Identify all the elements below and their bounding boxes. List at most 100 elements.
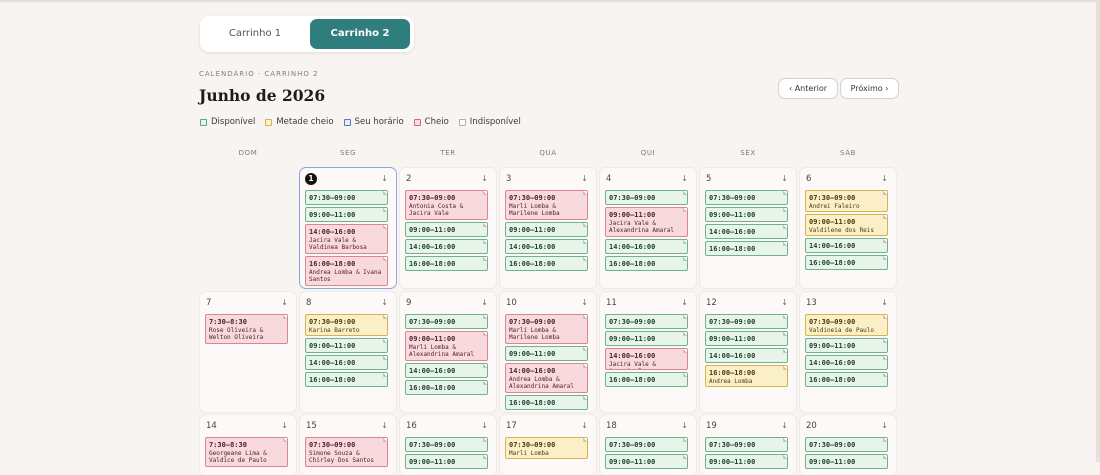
- time-slot[interactable]: 07:30–09:00: [805, 437, 888, 452]
- day-cell[interactable]: 20 ↓ 07:30–09:00 09:00–11:00: [800, 415, 896, 475]
- time-slot[interactable]: 09:00–11:00 Marli Lomba & Alexandrina Ama…: [405, 331, 488, 361]
- day-cell[interactable]: 14 ↓ 7:30–8:30 Georgeane Lima & Valdice de …: [200, 415, 296, 475]
- time-slot[interactable]: 16:00–18:00: [505, 256, 588, 271]
- time-slot[interactable]: 16:00–18:00: [705, 241, 788, 256]
- time-slot[interactable]: 07:30–09:00: [405, 314, 488, 329]
- day-cell[interactable]: 1 ↓ 07:30–09:00 09:00–11:00 14:00–16:00 Jacir…: [300, 168, 396, 288]
- time-slot[interactable]: 09:00–11:00: [605, 331, 688, 346]
- day-cell[interactable]: 15 ↓ 07:30–09:00 Simone Souza & Chirley Dos…: [300, 415, 396, 475]
- time-slot[interactable]: 07:30–09:00 Antonia Costa & Jacira Vale: [405, 190, 488, 220]
- download-icon[interactable]: ↓: [581, 298, 588, 307]
- time-slot[interactable]: 07:30–09:00: [605, 314, 688, 329]
- time-slot[interactable]: 09:00–11:00: [705, 331, 788, 346]
- day-cell[interactable]: 6 ↓ 07:30–09:00 Andrei Faleiro 09:00–11:00 Va…: [800, 168, 896, 288]
- time-slot[interactable]: 07:30–09:00: [605, 190, 688, 205]
- download-icon[interactable]: ↓: [481, 298, 488, 307]
- day-cell[interactable]: 12 ↓ 07:30–09:00 09:00–11:00 14:00–16:00 16:0…: [700, 292, 796, 412]
- day-cell[interactable]: 10 ↓ 07:30–09:00 Marli Lomba & Marilene Lom…: [500, 292, 596, 412]
- time-slot[interactable]: 07:30–09:00: [705, 190, 788, 205]
- time-slot[interactable]: 16:00–18:00 Andrea Lomba & Ivana Santos: [305, 256, 388, 286]
- download-icon[interactable]: ↓: [281, 298, 288, 307]
- time-slot[interactable]: 09:00–11:00: [305, 338, 388, 353]
- day-cell[interactable]: 8 ↓ 07:30–09:00 Karina Barreto 09:00–11:00 14…: [300, 292, 396, 412]
- previous-month-button[interactable]: ‹ Anterior: [778, 78, 838, 99]
- time-slot[interactable]: 14:00–16:00: [805, 355, 888, 370]
- time-slot[interactable]: 7:30–8:30 Georgeane Lima & Valdice de Pau…: [205, 437, 288, 467]
- download-icon[interactable]: ↓: [881, 421, 888, 430]
- time-slot[interactable]: 07:30–09:00: [705, 314, 788, 329]
- time-slot[interactable]: 09:00–11:00: [805, 338, 888, 353]
- download-icon[interactable]: ↓: [481, 421, 488, 430]
- time-slot[interactable]: 07:30–09:00 Simone Souza & Chirley Dos Sa…: [305, 437, 388, 467]
- download-icon[interactable]: ↓: [481, 174, 488, 183]
- time-slot[interactable]: 14:00–16:00 Andrea Lomba & Alexandrina Am…: [505, 363, 588, 393]
- time-slot[interactable]: 09:00–11:00: [705, 207, 788, 222]
- time-slot[interactable]: 09:00–11:00: [505, 346, 588, 361]
- time-slot[interactable]: 14:00–16:00 Jacira Vale & Valdinea Barbos…: [305, 224, 388, 254]
- time-slot[interactable]: 14:00–16:00: [605, 239, 688, 254]
- scrollbar[interactable]: [1096, 0, 1100, 462]
- time-slot[interactable]: 07:30–09:00 Marli Lomba & Marilene Lomba: [505, 190, 588, 220]
- time-slot[interactable]: 09:00–11:00 Jacira Vale & Alexandrina Ama…: [605, 207, 688, 237]
- time-slot[interactable]: 07:30–09:00 Marli Lomba & Marilene Lomba: [505, 314, 588, 344]
- time-slot[interactable]: 16:00–18:00 Andrea Lomba: [705, 365, 788, 387]
- time-slot[interactable]: 09:00–11:00: [305, 207, 388, 222]
- time-slot[interactable]: 16:00–18:00: [805, 372, 888, 387]
- time-slot[interactable]: 07:30–09:00 Andrei Faleiro: [805, 190, 888, 212]
- day-cell[interactable]: 2 ↓ 07:30–09:00 Antonia Costa & Jacira Vale…: [400, 168, 496, 288]
- time-slot[interactable]: 09:00–11:00: [405, 222, 488, 237]
- time-slot[interactable]: 07:30–09:00: [305, 190, 388, 205]
- time-slot[interactable]: 07:30–09:00: [605, 437, 688, 452]
- time-slot[interactable]: 07:30–09:00 Marli Lomba: [505, 437, 588, 459]
- time-slot[interactable]: 16:00–18:00: [305, 372, 388, 387]
- time-slot[interactable]: 09:00–11:00 Valdilene dos Reis: [805, 214, 888, 236]
- day-cell[interactable]: 18 ↓ 07:30–09:00 09:00–11:00: [600, 415, 696, 475]
- download-icon[interactable]: ↓: [781, 298, 788, 307]
- next-month-button[interactable]: Próximo ›: [840, 78, 899, 99]
- download-icon[interactable]: ↓: [681, 174, 688, 183]
- download-icon[interactable]: ↓: [381, 298, 388, 307]
- tab-carrinho-1[interactable]: Carrinho 1: [228, 28, 282, 39]
- time-slot[interactable]: 16:00–18:00: [805, 255, 888, 270]
- day-cell[interactable]: 3 ↓ 07:30–09:00 Marli Lomba & Marilene Lomb…: [500, 168, 596, 288]
- download-icon[interactable]: ↓: [281, 421, 288, 430]
- download-icon[interactable]: ↓: [781, 174, 788, 183]
- time-slot[interactable]: 07:30–09:00: [705, 437, 788, 452]
- time-slot[interactable]: 07:30–09:00: [405, 437, 488, 452]
- download-icon[interactable]: ↓: [381, 421, 388, 430]
- time-slot[interactable]: 14:00–16:00: [405, 363, 488, 378]
- download-icon[interactable]: ↓: [581, 174, 588, 183]
- time-slot[interactable]: 16:00–18:00: [405, 256, 488, 271]
- time-slot[interactable]: 07:30–09:00 Karina Barreto: [305, 314, 388, 336]
- time-slot[interactable]: 14:00–16:00: [405, 239, 488, 254]
- day-cell[interactable]: 9 ↓ 07:30–09:00 09:00–11:00 Marli Lomba & Al…: [400, 292, 496, 412]
- day-cell[interactable]: 7 ↓ 7:30–8:30 Rose Oliveira & Welton Olivei…: [200, 292, 296, 412]
- day-cell[interactable]: 4 ↓ 07:30–09:00 09:00–11:00 Jacira Vale & Al…: [600, 168, 696, 288]
- time-slot[interactable]: 14:00–16:00: [705, 224, 788, 239]
- day-cell[interactable]: 11 ↓ 07:30–09:00 09:00–11:00 14:00–16:00 Jaci…: [600, 292, 696, 412]
- download-icon[interactable]: ↓: [681, 421, 688, 430]
- download-icon[interactable]: ↓: [581, 421, 588, 430]
- time-slot[interactable]: 14:00–16:00: [505, 239, 588, 254]
- download-icon[interactable]: ↓: [881, 298, 888, 307]
- day-cell[interactable]: 16 ↓ 07:30–09:00 09:00–11:00: [400, 415, 496, 475]
- day-cell[interactable]: 17 ↓ 07:30–09:00 Marli Lomba: [500, 415, 596, 475]
- download-icon[interactable]: ↓: [681, 298, 688, 307]
- tab-carrinho-2[interactable]: Carrinho 2: [310, 19, 410, 49]
- time-slot[interactable]: 14:00–16:00: [705, 348, 788, 363]
- time-slot[interactable]: 16:00–18:00: [505, 395, 588, 410]
- time-slot[interactable]: 16:00–18:00: [605, 372, 688, 387]
- time-slot[interactable]: 14:00–16:00: [805, 238, 888, 253]
- day-cell[interactable]: 5 ↓ 07:30–09:00 09:00–11:00 14:00–16:00 16:00…: [700, 168, 796, 288]
- download-icon[interactable]: ↓: [781, 421, 788, 430]
- time-slot[interactable]: 7:30–8:30 Rose Oliveira & Welton Oliveira: [205, 314, 288, 344]
- download-icon[interactable]: ↓: [881, 174, 888, 183]
- time-slot[interactable]: 16:00–18:00: [605, 256, 688, 271]
- day-cell[interactable]: 19 ↓ 07:30–09:00 09:00–11:00: [700, 415, 796, 475]
- time-slot[interactable]: 09:00–11:00: [505, 222, 588, 237]
- time-slot[interactable]: 14:00–16:00: [305, 355, 388, 370]
- download-icon[interactable]: ↓: [381, 174, 388, 183]
- time-slot[interactable]: 07:30–09:00 Valdineia de Paulo: [805, 314, 888, 336]
- time-slot[interactable]: 16:00–18:00: [405, 380, 488, 395]
